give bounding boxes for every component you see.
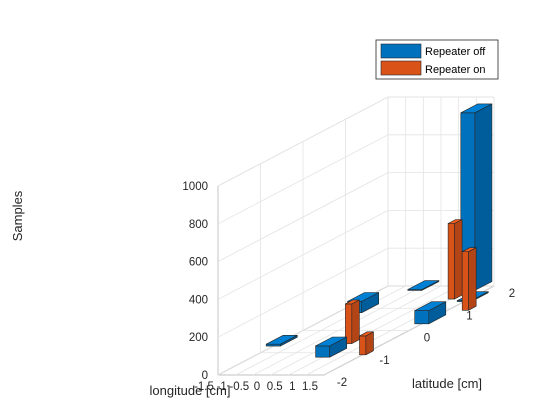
legend-swatch-repeater-on (380, 60, 422, 76)
x-tick-label: 1.5 (302, 381, 318, 393)
y-tick-label: 1 (466, 310, 472, 322)
x-tick-label: -0.5 (229, 381, 249, 393)
z-tick-label: 1000 (182, 181, 208, 193)
z-axis-label: Samples (10, 190, 25, 241)
grid-line-z-left (217, 247, 389, 338)
z-tick-label: 0 (202, 370, 208, 382)
bar-repeater-off (407, 280, 440, 291)
x-tick-label: 1 (289, 381, 295, 393)
bar-repeater-on (359, 331, 374, 356)
y-axis-label: latitude [cm] (412, 376, 482, 391)
x-tick-label: -1.5 (194, 381, 214, 393)
x-tick-label: -1 (217, 381, 227, 393)
bar-repeater-on (461, 247, 477, 311)
z-tick-label: 600 (189, 257, 208, 269)
bar-repeater-on (447, 219, 463, 300)
z-tick-label: 400 (189, 294, 208, 306)
y-tick-label: -2 (337, 377, 347, 389)
x-axis-label: longitude [cm] (150, 383, 231, 398)
y-tick-label: -1 (379, 355, 389, 367)
bars-layer (265, 103, 493, 358)
legend-label-repeater-off: Repeater off (425, 46, 486, 58)
grid-line-z-left (217, 210, 389, 300)
tick-labels: -1.5 -1 -0.5 0 0.5 1 1.5 -2-1012020040060080010… (182, 181, 515, 393)
y-tick-label: 0 (424, 333, 430, 345)
x-tick-label: 0 (254, 381, 260, 393)
grid-line-z-left (217, 134, 389, 225)
x-tick-label: 0.5 (267, 381, 283, 393)
grid-lines (217, 96, 495, 376)
legend-swatch-repeater-off (380, 43, 422, 59)
grid-line-z-left (217, 96, 389, 187)
z-tick-label: 800 (189, 219, 208, 231)
grid-line-z-left (217, 172, 389, 262)
bar-repeater-off (414, 301, 447, 325)
bar-repeater-off (265, 334, 298, 347)
legend-label-repeater-on: Repeater on (425, 64, 486, 76)
legend: Repeater off Repeater on (375, 39, 499, 80)
z-tick-label: 200 (189, 332, 208, 344)
y-tick-label: 2 (509, 288, 515, 300)
bar-repeater-on (345, 299, 360, 344)
bar-repeater-off (315, 336, 348, 358)
